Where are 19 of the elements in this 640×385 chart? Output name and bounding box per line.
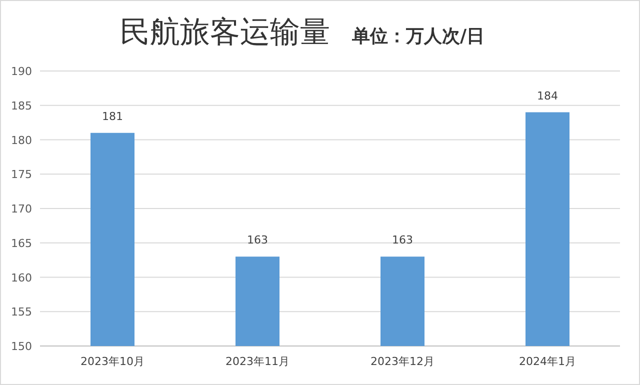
y-tick-label: 175: [11, 168, 32, 182]
y-tick-label: 165: [11, 236, 32, 250]
y-tick-label: 185: [11, 99, 32, 112]
x-tick-label: 2024年1月: [519, 355, 576, 368]
data-label: 184: [537, 89, 558, 102]
chart-subtitle: 单位：万人次/日: [351, 26, 485, 47]
y-tick-label: 155: [11, 306, 32, 319]
x-tick-label: 2023年10月: [80, 355, 144, 368]
x-tick-label: 2023年11月: [226, 355, 290, 368]
chart-title: 民航旅客运输量: [120, 15, 330, 50]
y-tick-label: 150: [11, 340, 32, 353]
y-tick-label: 180: [11, 134, 32, 147]
y-tick-label: 190: [11, 65, 32, 78]
data-label: 163: [247, 234, 268, 247]
data-label: 181: [102, 110, 123, 123]
data-label: 163: [392, 234, 413, 247]
y-tick-label: 160: [11, 271, 32, 284]
x-tick-label: 2023年12月: [370, 355, 434, 368]
y-tick-label: 170: [11, 202, 32, 216]
